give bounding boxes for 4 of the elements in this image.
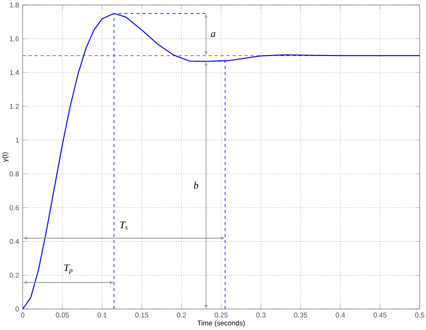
annotation: a xyxy=(210,32,216,37)
annotation: b xyxy=(194,182,198,189)
annotation: T$_{s}$ xyxy=(120,222,128,230)
annotation: T$_{p}$ xyxy=(64,264,72,274)
